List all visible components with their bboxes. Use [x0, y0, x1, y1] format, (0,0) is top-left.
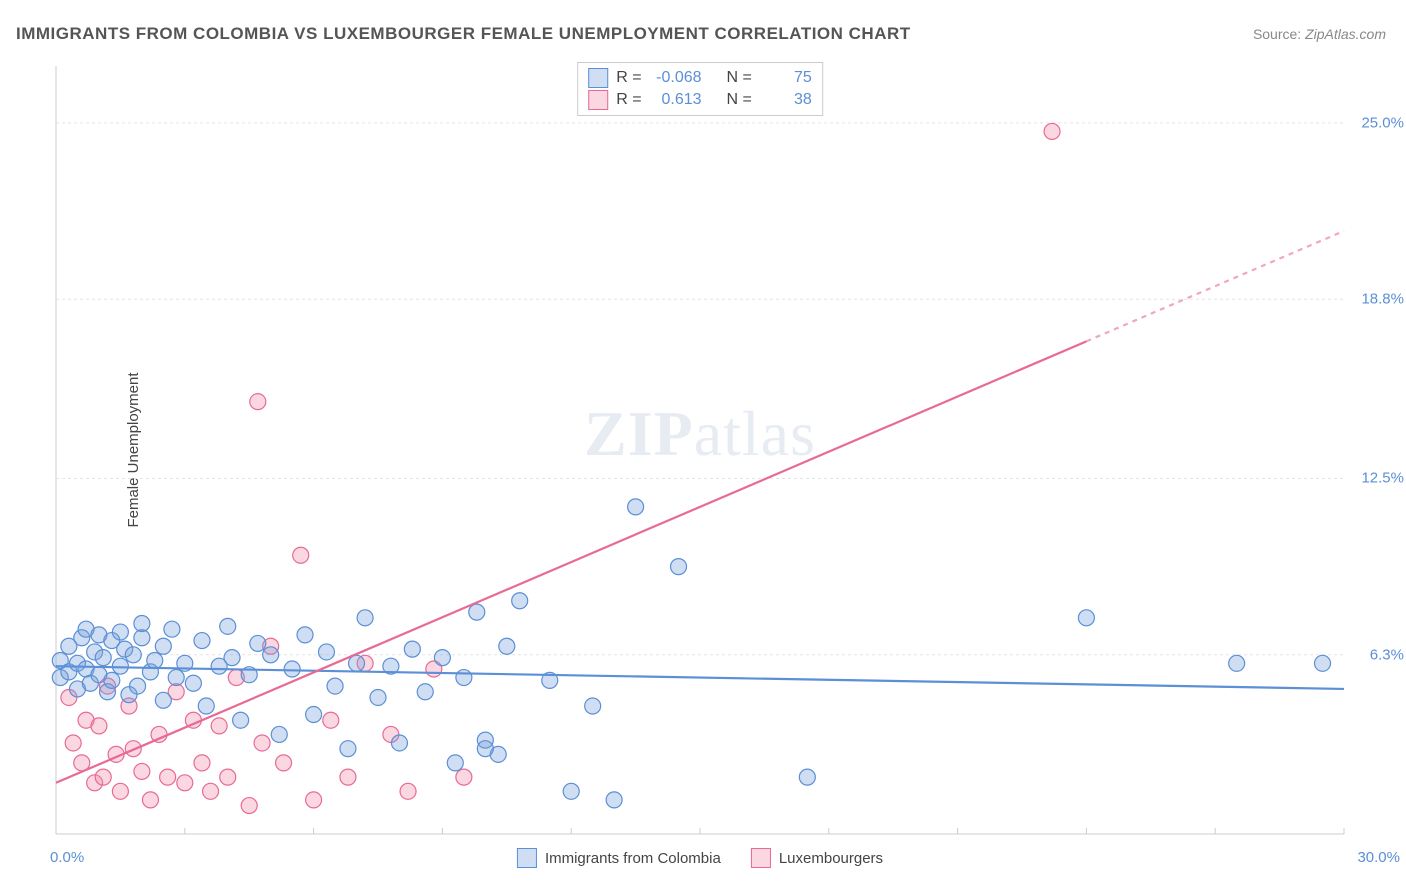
source-value: ZipAtlas.com [1305, 26, 1386, 42]
legend-label: Immigrants from Colombia [545, 850, 721, 867]
correlation-stats-box: R = -0.068 N = 75 R = 0.613 N = 38 [577, 62, 823, 116]
n-value: 75 [760, 67, 812, 89]
x-axis-min-label: 0.0% [50, 849, 84, 866]
series-swatch [588, 68, 608, 88]
legend-swatch [517, 848, 537, 868]
r-value: -0.068 [650, 67, 702, 89]
r-value: 0.613 [650, 89, 702, 111]
legend-item: Immigrants from Colombia [517, 848, 721, 868]
chart-title: IMMIGRANTS FROM COLOMBIA VS LUXEMBOURGER… [16, 24, 911, 44]
n-label: N = [726, 67, 751, 89]
source-attribution: Source: ZipAtlas.com [1253, 26, 1386, 42]
stats-row: R = -0.068 N = 75 [588, 67, 812, 89]
y-tick-label: 18.8% [1361, 291, 1404, 308]
scatter-chart-svg [50, 60, 1350, 840]
legend-item: Luxembourgers [751, 848, 883, 868]
chart-legend: Immigrants from Colombia Luxembourgers [517, 848, 883, 868]
y-tick-label: 6.3% [1370, 646, 1404, 663]
n-label: N = [726, 89, 751, 111]
stats-row: R = 0.613 N = 38 [588, 89, 812, 111]
y-tick-label: 25.0% [1361, 114, 1404, 131]
legend-swatch [751, 848, 771, 868]
r-label: R = [616, 89, 641, 111]
chart-plot-area: Female Unemployment ZIPatlas R =-0.068 N… [50, 60, 1350, 840]
legend-label: Luxembourgers [779, 850, 883, 867]
r-label: R = [616, 67, 641, 89]
x-axis-max-label: 30.0% [1357, 849, 1400, 866]
n-value: 38 [760, 89, 812, 111]
y-tick-label: 12.5% [1361, 470, 1404, 487]
source-label: Source: [1253, 26, 1301, 42]
series-swatch [588, 90, 608, 110]
